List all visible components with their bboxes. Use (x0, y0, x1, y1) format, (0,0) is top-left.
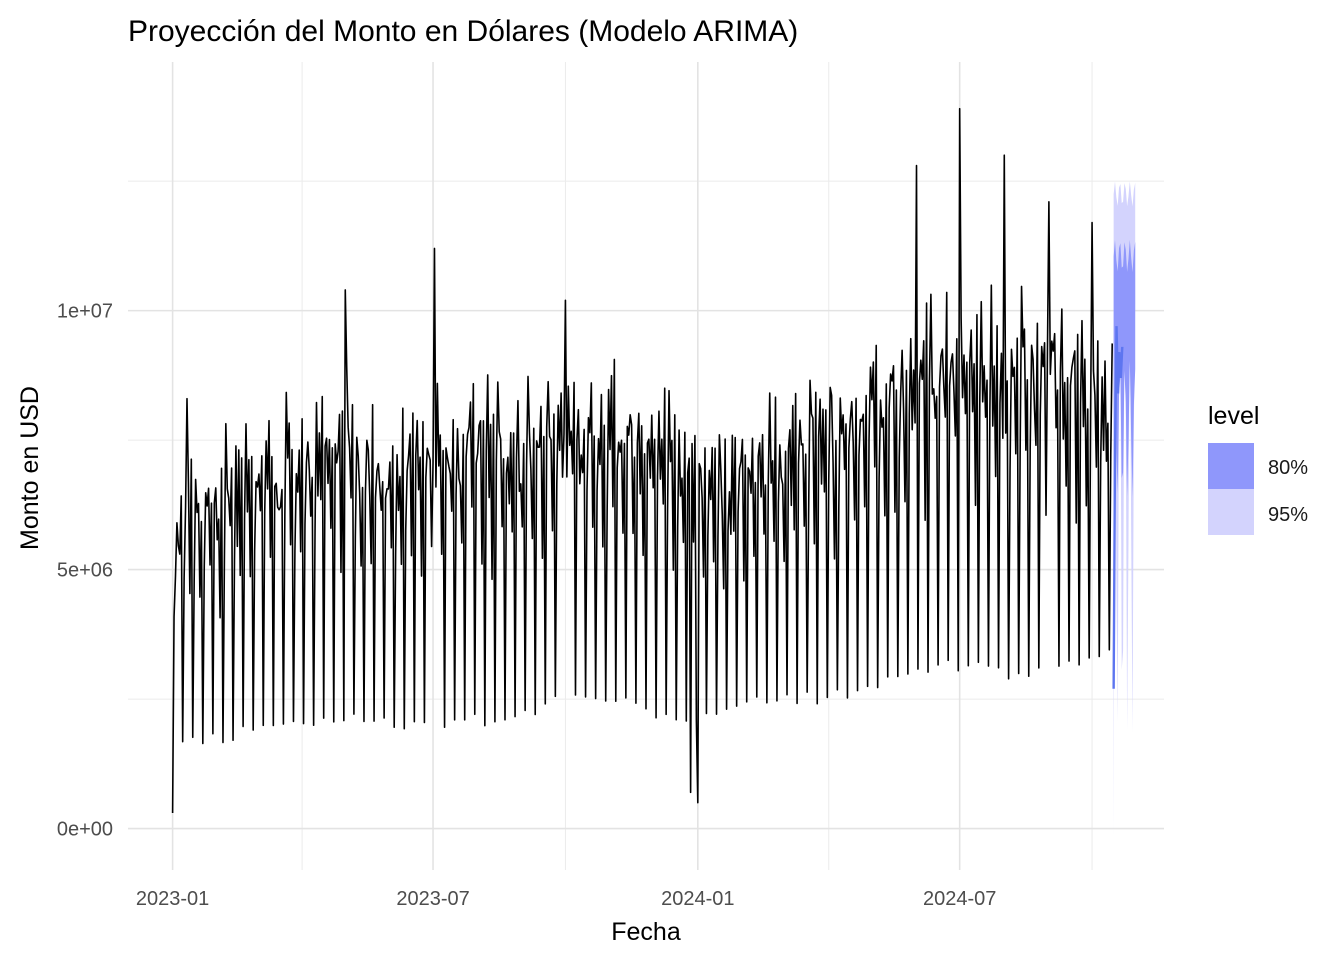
y-tick-label: 5e+06 (57, 560, 113, 582)
x-tick-label: 2024-01 (661, 888, 734, 910)
legend-label-95: 95% (1268, 504, 1308, 526)
series-lines (171, 107, 1124, 814)
forecast-series-line (1112, 326, 1124, 689)
tick-labels: 2023-01 2023-07 2024-01 2024-07 0e+00 5e+06 1e… (57, 301, 997, 910)
y-tick-label: 1e+07 (57, 301, 113, 323)
y-tick-label: 0e+00 (57, 819, 113, 841)
x-tick-label: 2023-01 (136, 888, 209, 910)
observed-series-line (171, 107, 1113, 814)
forecast-intervals (1113, 181, 1136, 839)
legend-title: level (1208, 402, 1259, 430)
y-axis-label: Monto en USD (16, 386, 44, 550)
x-tick-label: 2023-07 (396, 888, 469, 910)
legend-label-80: 80% (1268, 457, 1308, 479)
x-tick-label: 2024-07 (923, 888, 996, 910)
legend: level 80% 95% (1208, 402, 1308, 535)
forecast-interval-80 (1113, 239, 1136, 529)
legend-swatch-95 (1208, 489, 1254, 535)
legend-swatch-80 (1208, 443, 1254, 489)
x-axis-label: Fecha (611, 918, 681, 946)
chart-title: Proyección del Monto en Dólares (Modelo … (128, 15, 798, 48)
